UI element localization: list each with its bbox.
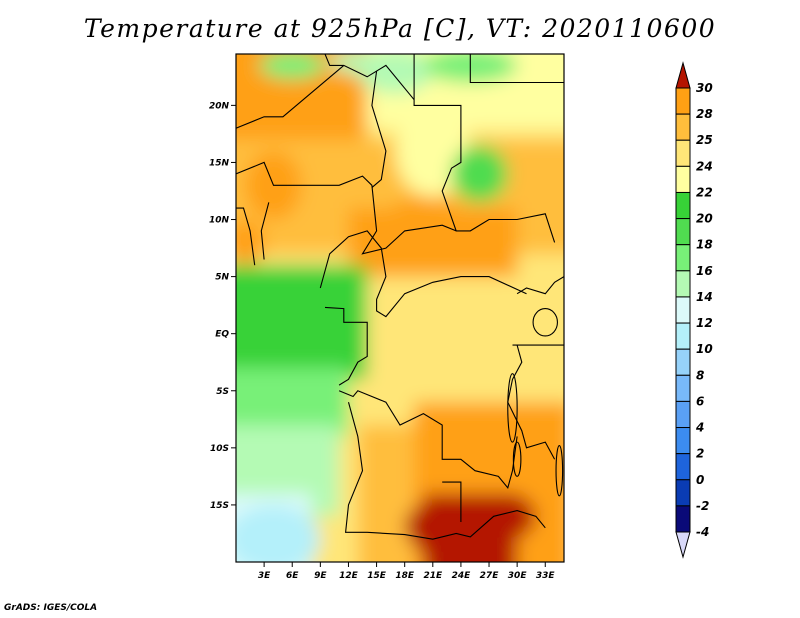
colorbar-min-arrow — [675, 531, 691, 559]
x-tick-label: 21E — [423, 571, 443, 581]
country-border-4 — [236, 161, 457, 255]
x-tick-label: 15E — [367, 571, 387, 581]
y-tick-label: 5N — [215, 273, 229, 283]
x-tick-label: 6E — [286, 571, 299, 581]
x-tick-label: 27E — [480, 571, 500, 581]
colorbar-swatch — [675, 191, 691, 220]
country-border-3 — [236, 64, 345, 129]
colorbar-swatch — [675, 374, 691, 402]
colorbar-swatch — [675, 87, 691, 115]
temperature-spot-11 — [236, 379, 293, 426]
x-tick-label: 9E — [314, 571, 327, 581]
colorbar-swatch — [675, 113, 691, 141]
x-tick-label: 24E — [452, 571, 472, 581]
x-tick-label: 3E — [258, 571, 271, 581]
lake-outline-0 — [507, 373, 518, 443]
country-border-7 — [324, 306, 368, 386]
temperature-spot-10 — [245, 299, 321, 368]
country-border-13 — [516, 276, 564, 295]
country-border-1 — [413, 54, 556, 243]
colorbar-swatch — [675, 322, 691, 350]
colorbar-level-label: 0 — [696, 473, 704, 487]
colorbar-swatch — [675, 165, 691, 193]
y-axis: 20N 15N 10N 5N EQ 5S 10S 15S — [209, 101, 236, 511]
colorbar-level-label: 12 — [696, 316, 713, 330]
colorbar-swatch — [675, 400, 691, 429]
colorbar-level-label: 10 — [696, 342, 713, 356]
y-tick-label: 10N — [209, 216, 230, 226]
country-border-9 — [344, 402, 546, 540]
colorbar-level-label: 20 — [696, 212, 713, 226]
grads-credit: GrADS: IGES/COLA — [4, 603, 98, 613]
colorbar-level-label: 18 — [696, 238, 713, 252]
colorbar-level-label: 6 — [696, 394, 704, 408]
temperature-spot-15 — [432, 447, 508, 494]
temperature-spot-2 — [357, 54, 433, 94]
temperature-spot-16 — [357, 527, 415, 562]
y-tick-label: 15S — [210, 501, 229, 511]
colorbar-level-label: -2 — [696, 499, 709, 513]
colorbar-swatch — [675, 479, 691, 507]
country-border-15 — [260, 202, 270, 260]
colorbar-level-label: 14 — [696, 290, 713, 304]
country-border-8 — [338, 390, 518, 489]
x-tick-label: 18E — [395, 571, 415, 581]
y-tick-label: EQ — [215, 330, 229, 340]
country-border-5 — [371, 71, 387, 189]
colorbar-max-arrow — [675, 61, 691, 89]
temperature-spot-9 — [236, 219, 265, 266]
colorbar-swatch — [675, 270, 691, 298]
temperature-spot-4 — [395, 105, 471, 197]
y-tick-label: 20N — [209, 101, 230, 111]
temperature-spot-0 — [259, 54, 326, 80]
lake-outline-1 — [532, 308, 558, 337]
colorbar-level-label: 30 — [696, 81, 713, 95]
temperature-area-1 — [236, 54, 368, 140]
temperature-spot-5 — [451, 145, 508, 203]
colorbar-level-label: 28 — [696, 107, 713, 121]
country-border-6 — [319, 230, 527, 318]
country-border-0 — [324, 54, 415, 101]
colorbar-level-label: -4 — [696, 525, 709, 539]
colorbar-level-label: 16 — [696, 264, 713, 278]
lake-outline-2 — [512, 441, 522, 477]
y-tick-label: 15N — [209, 158, 230, 168]
temperature-spot-13 — [404, 499, 480, 557]
country-border-14 — [236, 207, 256, 266]
colorbar-level-label: 4 — [695, 421, 704, 435]
colorbar-swatch — [675, 427, 691, 455]
temperature-area-7 — [367, 276, 536, 403]
colorbar-swatch — [675, 244, 691, 272]
y-tick-label: 5S — [216, 387, 229, 397]
chart-title: Temperature at 925hPa [C], VT: 202011060… — [83, 14, 717, 43]
colorbar-level-label: 2 — [696, 447, 704, 461]
temperature-spot-7 — [442, 219, 518, 266]
temperature-spot-14 — [479, 493, 536, 540]
colorbar-level-label: 24 — [696, 159, 713, 173]
colorbar-swatch — [675, 218, 691, 246]
colorbar-level-label: 22 — [696, 185, 713, 199]
country-border-10 — [442, 481, 462, 522]
colorbar-level-label: 8 — [696, 368, 704, 382]
x-tick-label: 33E — [536, 571, 556, 581]
colorbar-swatch — [675, 453, 691, 481]
country-border-11 — [507, 344, 556, 460]
temperature-field — [236, 54, 564, 562]
country-border-2 — [446, 54, 564, 84]
lake-outline-3 — [555, 445, 564, 497]
x-axis: 3E 6E 9E 12E 15E 18E 21E 24E 27E 30E 33E — [258, 562, 556, 581]
y-tick-label: 10S — [210, 444, 229, 454]
colorbar-level-label: 25 — [696, 133, 713, 147]
x-tick-label: 30E — [508, 571, 528, 581]
map-frame — [235, 53, 565, 563]
colorbar-swatch — [675, 296, 691, 324]
colorbar-swatch — [675, 505, 691, 533]
x-tick-label: 12E — [339, 571, 359, 581]
temperature-spot-12 — [236, 504, 321, 562]
colorbar-swatch — [675, 139, 691, 167]
colorbar-swatch — [675, 348, 691, 376]
